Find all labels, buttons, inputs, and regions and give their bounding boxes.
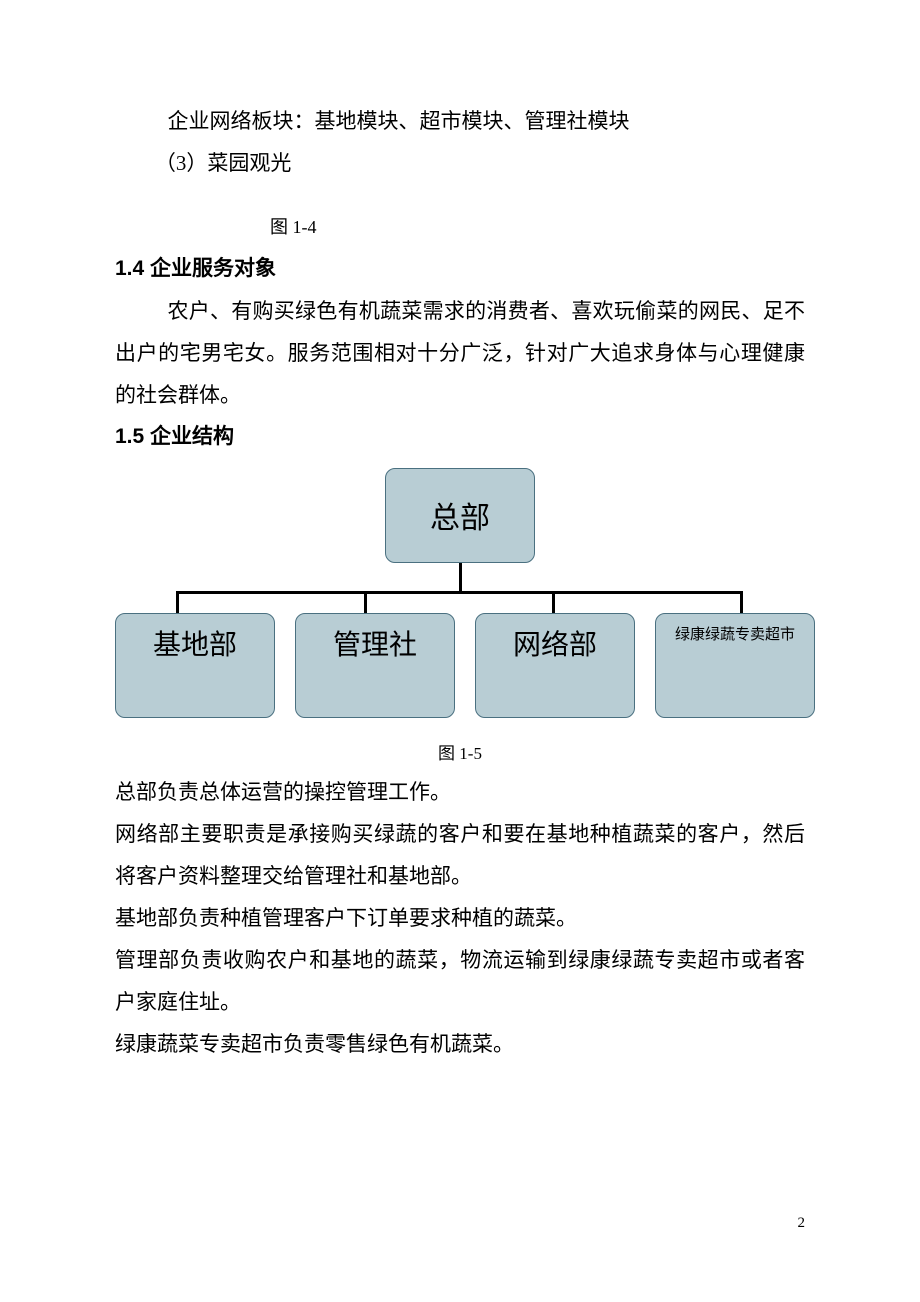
body-paragraph: 绿康蔬菜专卖超市负责零售绿色有机蔬菜。 (115, 1023, 805, 1065)
section-1-4-heading: 1.4 企业服务对象 (115, 248, 805, 290)
body-paragraph: 网络部主要职责是承接购买绿蔬的客户和要在基地种植蔬菜的客户，然后将客户资料整理交… (115, 813, 805, 897)
intro-line-1: 企业网络板块：基地模块、超市模块、管理社模块 (115, 100, 805, 142)
org-node-child: 管理社 (295, 613, 455, 718)
figure-1-5-caption: 图 1-5 (115, 737, 805, 771)
org-connector-vline-top (459, 563, 462, 591)
org-connector-drop (740, 591, 743, 613)
org-node-root: 总部 (385, 468, 535, 563)
section-1-4-body: 农户、有购买绿色有机蔬菜需求的消费者、喜欢玩偷菜的网民、足不出户的宅男宅女。服务… (115, 290, 805, 416)
org-connector-drop (364, 591, 367, 613)
section-1-5-heading: 1.5 企业结构 (115, 416, 805, 458)
figure-1-4-caption: 图 1-4 (115, 208, 805, 248)
org-node-child: 网络部 (475, 613, 635, 718)
org-chart: 总部 基地部 管理社 网络部 绿康绿蔬专卖超市 (115, 468, 805, 733)
page-number: 2 (798, 1215, 806, 1232)
org-node-child: 基地部 (115, 613, 275, 718)
org-connector-drop (176, 591, 179, 613)
org-connector-hline (176, 591, 743, 594)
intro-line-2: （3）菜园观光 (115, 142, 805, 184)
org-node-child: 绿康绿蔬专卖超市 (655, 613, 815, 718)
body-paragraph: 总部负责总体运营的操控管理工作。 (115, 771, 805, 813)
body-paragraph: 管理部负责收购农户和基地的蔬菜，物流运输到绿康绿蔬专卖超市或者客户家庭住址。 (115, 939, 805, 1023)
org-connector-drop (552, 591, 555, 613)
body-paragraph: 基地部负责种植管理客户下订单要求种植的蔬菜。 (115, 897, 805, 939)
